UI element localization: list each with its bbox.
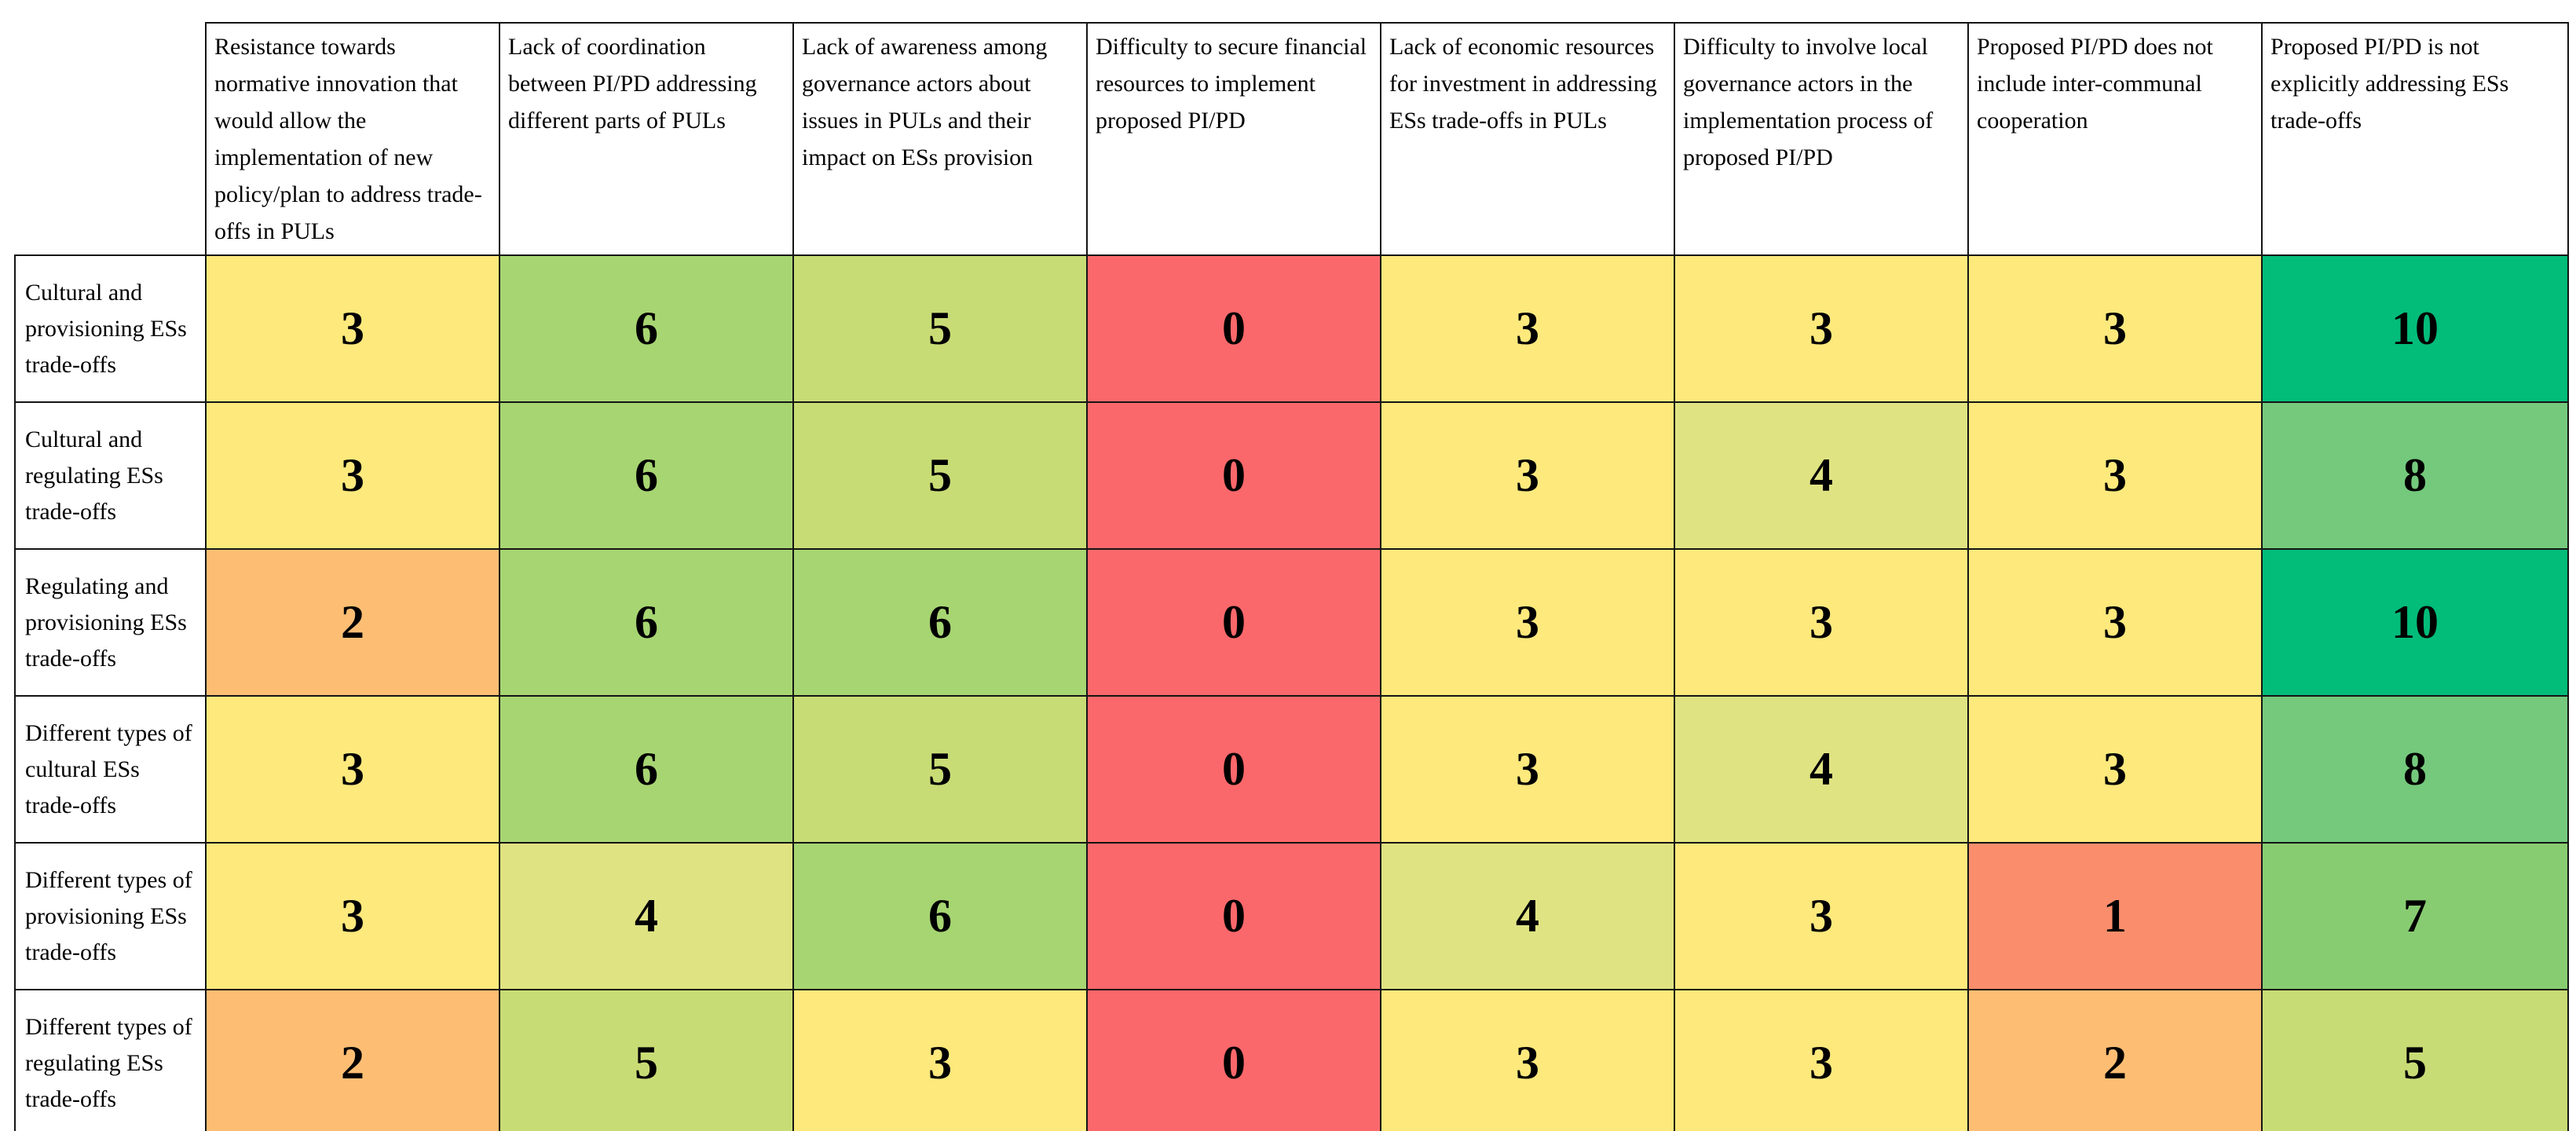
heat-cell: 0 bbox=[1086, 989, 1381, 1131]
heat-cell: 3 bbox=[1967, 548, 2263, 697]
heat-cell: 3 bbox=[205, 695, 500, 844]
heat-cell: 3 bbox=[1380, 548, 1675, 697]
heat-cell: 0 bbox=[1086, 842, 1381, 990]
table-row-3: Regulating and provisioning ESs trade-of… bbox=[14, 548, 2569, 697]
table-body: Cultural and provisioning ESs trade-offs… bbox=[14, 254, 2569, 1131]
heat-cell: 4 bbox=[1674, 401, 1969, 550]
heat-cell: 3 bbox=[1967, 254, 2263, 403]
column-header-1: Resistance towards normative innovation … bbox=[205, 22, 500, 256]
heat-cell: 6 bbox=[792, 842, 1088, 990]
heat-cell: 8 bbox=[2261, 401, 2569, 550]
row-header-6: Different types of regulating ESs trade-… bbox=[14, 989, 207, 1131]
column-header-8: Proposed PI/PD is not explicitly address… bbox=[2261, 22, 2569, 256]
table-row-4: Different types of cultural ESs trade-of… bbox=[14, 695, 2569, 844]
row-header-1: Cultural and provisioning ESs trade-offs bbox=[14, 254, 207, 403]
heat-cell: 8 bbox=[2261, 695, 2569, 844]
row-header-5: Different types of provisioning ESs trad… bbox=[14, 842, 207, 990]
row-header-4: Different types of cultural ESs trade-of… bbox=[14, 695, 207, 844]
heat-cell: 3 bbox=[1380, 401, 1675, 550]
heat-cell: 3 bbox=[792, 989, 1088, 1131]
heat-cell: 2 bbox=[1967, 989, 2263, 1131]
heat-cell: 5 bbox=[499, 989, 794, 1131]
heat-cell: 3 bbox=[1674, 989, 1969, 1131]
heat-cell: 5 bbox=[792, 254, 1088, 403]
heat-cell: 3 bbox=[1380, 254, 1675, 403]
heat-cell: 6 bbox=[499, 548, 794, 697]
heat-cell: 2 bbox=[205, 548, 500, 697]
heat-cell: 3 bbox=[1967, 401, 2263, 550]
heat-cell: 7 bbox=[2261, 842, 2569, 990]
heat-cell: 6 bbox=[499, 695, 794, 844]
heat-cell: 3 bbox=[1674, 548, 1969, 697]
heat-cell: 0 bbox=[1086, 254, 1381, 403]
heat-cell: 1 bbox=[1967, 842, 2263, 990]
heat-cell: 0 bbox=[1086, 695, 1381, 844]
row-header-2: Cultural and regulating ESs trade-offs bbox=[14, 401, 207, 550]
table-head: Resistance towards normative innovation … bbox=[15, 22, 2569, 256]
row-header-3: Regulating and provisioning ESs trade-of… bbox=[14, 548, 207, 697]
heat-cell: 4 bbox=[499, 842, 794, 990]
column-header-4: Difficulty to secure financial resources… bbox=[1086, 22, 1381, 256]
heatmap-table: Resistance towards normative innovation … bbox=[14, 22, 2569, 1131]
heat-cell: 3 bbox=[205, 254, 500, 403]
heat-cell: 4 bbox=[1674, 695, 1969, 844]
heat-cell: 3 bbox=[1674, 254, 1969, 403]
heat-cell: 2 bbox=[205, 989, 500, 1131]
heat-cell: 3 bbox=[1967, 695, 2263, 844]
heat-cell: 0 bbox=[1086, 401, 1381, 550]
heat-cell: 3 bbox=[205, 401, 500, 550]
heat-cell: 3 bbox=[1380, 695, 1675, 844]
table-row-5: Different types of provisioning ESs trad… bbox=[14, 842, 2569, 990]
heat-cell: 5 bbox=[2261, 989, 2569, 1131]
column-header-7: Proposed PI/PD does not include inter-co… bbox=[1967, 22, 2263, 256]
column-header-6: Difficulty to involve local governance a… bbox=[1674, 22, 1969, 256]
heat-cell: 3 bbox=[1380, 989, 1675, 1131]
heat-cell: 10 bbox=[2261, 254, 2569, 403]
table-row-1: Cultural and provisioning ESs trade-offs… bbox=[14, 254, 2569, 403]
heat-cell: 3 bbox=[205, 842, 500, 990]
heat-cell: 5 bbox=[792, 695, 1088, 844]
heat-cell: 10 bbox=[2261, 548, 2569, 697]
header-row: Resistance towards normative innovation … bbox=[15, 22, 2569, 256]
heat-cell: 0 bbox=[1086, 548, 1381, 697]
table-row-6: Different types of regulating ESs trade-… bbox=[14, 989, 2569, 1131]
table-row-2: Cultural and regulating ESs trade-offs 3 6… bbox=[14, 401, 2569, 550]
heat-cell: 6 bbox=[499, 254, 794, 403]
column-header-3: Lack of awareness among governance actor… bbox=[792, 22, 1088, 256]
column-header-2: Lack of coordination between PI/PD addre… bbox=[499, 22, 794, 256]
corner-cell bbox=[15, 23, 206, 255]
heat-cell: 3 bbox=[1674, 842, 1969, 990]
heat-cell: 5 bbox=[792, 401, 1088, 550]
heat-cell: 6 bbox=[792, 548, 1088, 697]
heat-cell: 6 bbox=[499, 401, 794, 550]
column-header-5: Lack of economic resources for investmen… bbox=[1380, 22, 1675, 256]
heat-cell: 4 bbox=[1380, 842, 1675, 990]
